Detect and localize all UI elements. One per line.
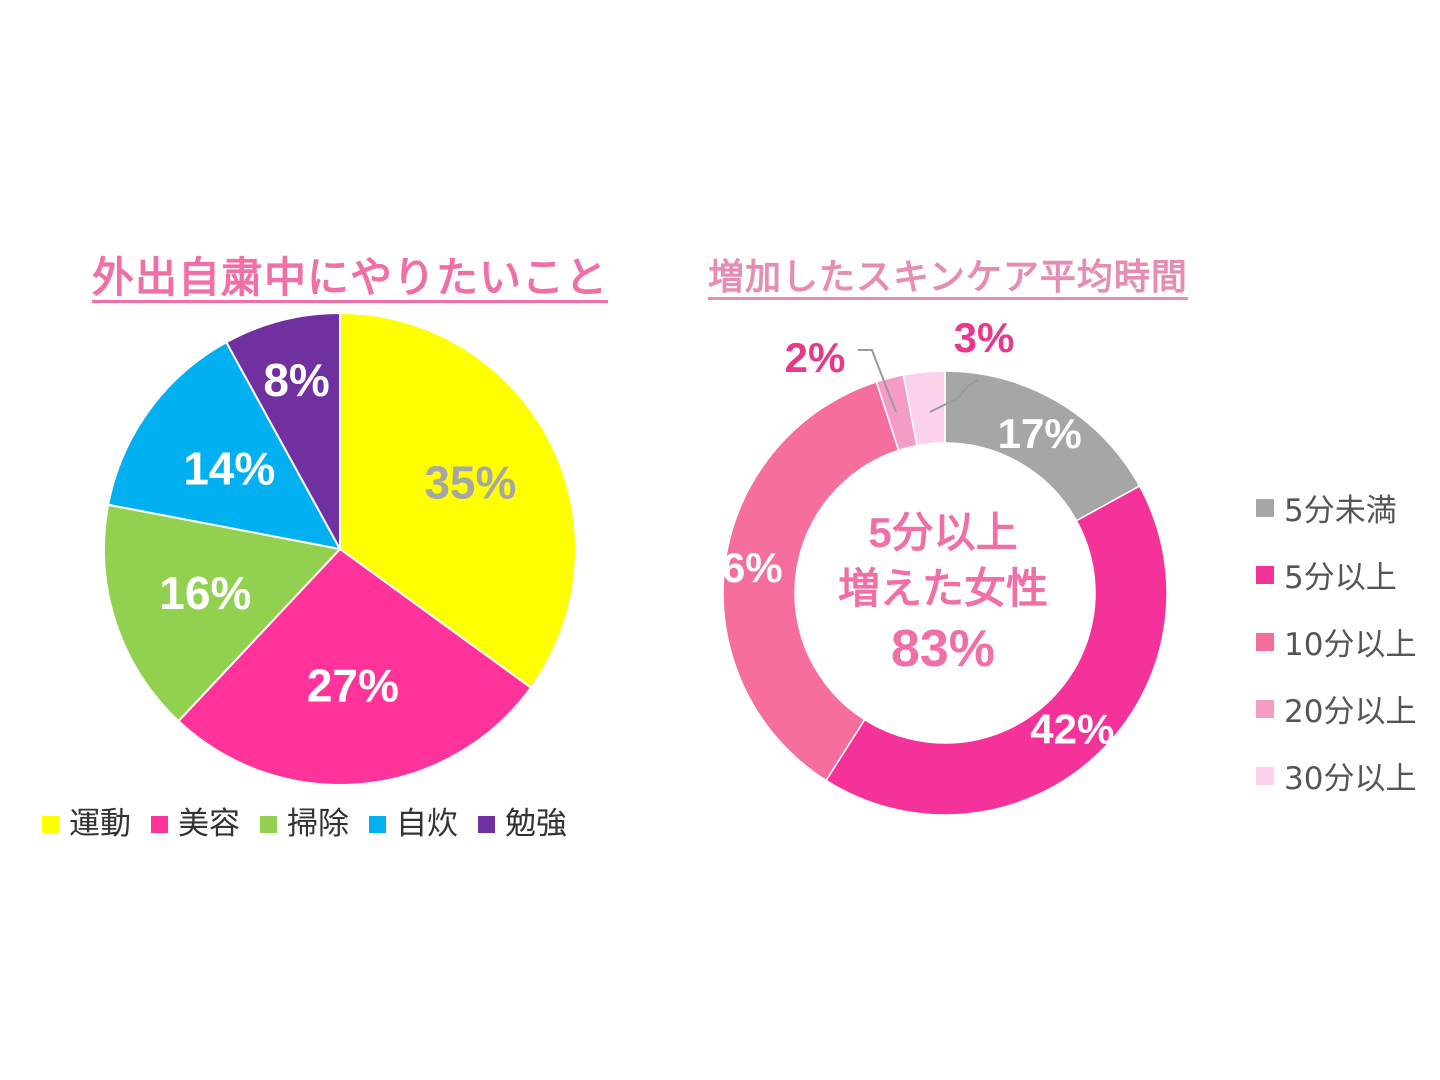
slice-label: 42% xyxy=(1030,706,1114,753)
chart2-title: 増加したスキンケア平均時間 xyxy=(708,257,1188,298)
legend-swatch xyxy=(478,816,495,833)
legend-label: 運動 xyxy=(69,806,131,842)
slice-label: 16% xyxy=(159,567,251,619)
donut-slice xyxy=(902,370,946,447)
leader-line xyxy=(858,349,897,413)
legend-item-30-plus: 30分以上 xyxy=(1256,742,1416,809)
legend-item-20-plus: 20分以上 xyxy=(1256,675,1416,742)
legend-swatch xyxy=(369,816,386,833)
legend-swatch xyxy=(151,816,168,833)
legend-label: 勉強 xyxy=(505,806,567,842)
legend-item-cleaning: 掃除 xyxy=(260,798,349,843)
donut-slice xyxy=(722,380,900,782)
leader-line xyxy=(929,379,979,413)
slice-label: 17% xyxy=(998,410,1082,457)
legend-item-exercise: 運動 xyxy=(42,798,131,843)
legend-label: 掃除 xyxy=(287,806,349,842)
legend-item-cooking: 自炊 xyxy=(369,798,458,843)
chart1-title: 外出自粛中にやりたいこと xyxy=(92,253,609,302)
legend-swatch xyxy=(1256,632,1274,651)
slice-label: 27% xyxy=(307,659,399,711)
pie-slice xyxy=(339,311,577,690)
donut-center-text: 増えた女性 xyxy=(838,565,1048,612)
pie-slice xyxy=(224,311,341,550)
skincare-legend: 5分未満 5分以上 10分以上 20分以上 30分以上 xyxy=(1256,474,1416,809)
legend-label: 5分以上 xyxy=(1284,560,1397,596)
legend-label: 30分以上 xyxy=(1284,761,1417,797)
legend-label: 美容 xyxy=(178,806,240,842)
legend-swatch xyxy=(260,816,277,833)
legend-label: 10分以上 xyxy=(1284,627,1417,663)
pie-slice xyxy=(107,340,342,551)
legend-swatch xyxy=(1256,766,1274,785)
legend-label: 自炊 xyxy=(396,806,458,842)
activity-pie-chart: 35% 27% 16% 14% 8% xyxy=(103,311,577,786)
legend-swatch xyxy=(42,816,59,833)
legend-item-beauty: 美容 xyxy=(151,798,240,843)
donut-center-text: 83% xyxy=(891,620,995,678)
slice-label: 8% xyxy=(263,354,329,406)
pie-slice xyxy=(177,547,533,786)
legend-swatch xyxy=(1256,498,1274,517)
slice-label: 14% xyxy=(183,443,275,495)
slice-label: 3% xyxy=(954,314,1015,361)
legend-label: 20分以上 xyxy=(1284,694,1417,730)
donut-slice xyxy=(825,485,1168,816)
legend-label: 5分未満 xyxy=(1284,493,1397,529)
legend-swatch xyxy=(1256,565,1274,584)
slice-label: 36% xyxy=(700,544,783,591)
legend-item-10-plus: 10分以上 xyxy=(1256,608,1416,675)
legend-item-study: 勉強 xyxy=(478,798,567,843)
slice-label: 2% xyxy=(785,334,846,381)
pie-slice xyxy=(103,503,342,723)
legend-item-5-plus: 5分以上 xyxy=(1256,541,1416,608)
legend-item-under-5: 5分未満 xyxy=(1256,474,1416,541)
donut-center-text: 5分以上 xyxy=(868,509,1017,556)
slice-label: 35% xyxy=(424,457,516,509)
legend-swatch xyxy=(1256,699,1274,718)
activity-legend: 運動 美容 掃除 自炊 勉強 xyxy=(42,798,567,843)
